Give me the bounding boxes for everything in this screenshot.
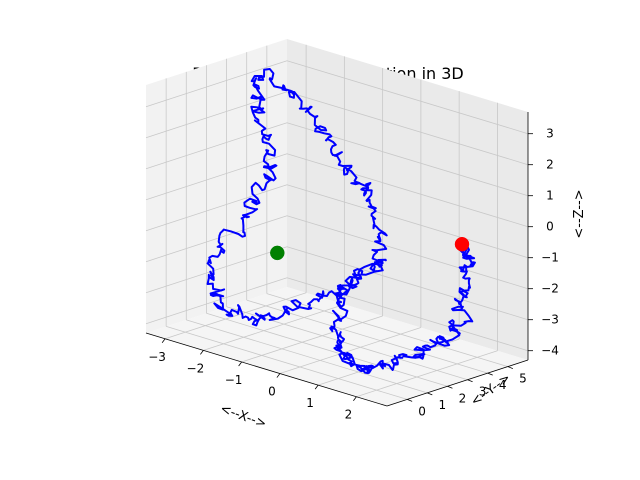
y-tick-mark — [406, 399, 413, 402]
end-marker — [454, 236, 470, 252]
y-tick-mark — [487, 372, 493, 376]
y-tick-mark — [507, 366, 514, 369]
grid-line-z — [286, 153, 529, 228]
grid-line-y — [266, 293, 508, 367]
y-tick-label: 4 — [499, 378, 507, 392]
grid-line-z — [286, 60, 529, 135]
z-axis-label: <--Z--> — [572, 189, 587, 238]
y-tick-label: 0 — [418, 404, 426, 418]
grid-line-x — [279, 327, 422, 374]
z-tick-label: 0 — [546, 220, 554, 234]
grid-line-z — [286, 91, 529, 166]
grid-line-x — [165, 292, 307, 340]
x-tick-label: −1 — [225, 373, 243, 387]
grid-line-y — [206, 312, 448, 387]
grid-line-y — [226, 306, 468, 381]
grid-line-x — [203, 304, 345, 351]
pane-left — [146, 39, 287, 333]
x-tick-mark — [276, 373, 281, 378]
x-tick-label: −3 — [148, 350, 166, 364]
z-tick-label: 1 — [546, 189, 554, 203]
x-tick-label: 0 — [268, 385, 276, 399]
y-tick-label: 2 — [459, 391, 467, 405]
trajectory-line — [206, 68, 476, 375]
grid-line-z — [286, 246, 529, 321]
grid-line-x — [356, 350, 498, 398]
grid-line-z — [145, 277, 288, 325]
x-tick-mark — [200, 350, 204, 355]
grid-line-x — [318, 338, 460, 386]
y-axis-line — [386, 359, 529, 407]
y-tick-mark — [427, 392, 433, 396]
x-tick-label: −2 — [187, 361, 205, 375]
grid-line-z — [145, 215, 288, 263]
marker-group — [270, 236, 470, 261]
x-axis-label: <--X--> — [218, 401, 268, 432]
grid-line-x — [241, 315, 383, 363]
z-tick-label: −4 — [541, 344, 559, 358]
start-marker — [270, 245, 285, 261]
z-tick-label: −1 — [541, 251, 559, 265]
z-tick-label: 3 — [546, 127, 554, 141]
y-tick-label: 3 — [479, 385, 487, 399]
y-tick-label: 5 — [519, 372, 527, 386]
grid-line-z — [286, 277, 529, 352]
x-axis-line — [145, 332, 388, 407]
z-tick-label: −2 — [541, 282, 559, 296]
y-tick-mark — [447, 385, 453, 389]
y-tick-label: 1 — [438, 398, 446, 412]
grid-line-z — [145, 60, 288, 108]
x-tick-label: 2 — [345, 408, 353, 422]
y-tick-mark — [467, 379, 473, 383]
x-tick-mark — [238, 361, 242, 367]
x-tick-mark — [314, 384, 319, 390]
z-tick-label: −3 — [541, 313, 559, 327]
grid-line-z — [286, 215, 529, 290]
grid-line-y — [166, 326, 408, 400]
grid-line-z — [286, 184, 529, 259]
trajectory-group — [206, 68, 476, 375]
grid-line-z — [145, 184, 288, 232]
z-tick-label: 2 — [546, 158, 554, 172]
x-tick-label: 1 — [306, 396, 314, 410]
grid-line-z — [145, 246, 288, 294]
axis-lines — [145, 112, 529, 407]
x-tick-mark — [161, 338, 166, 344]
x-tick-mark — [353, 396, 357, 401]
grid-line-y — [186, 319, 428, 394]
